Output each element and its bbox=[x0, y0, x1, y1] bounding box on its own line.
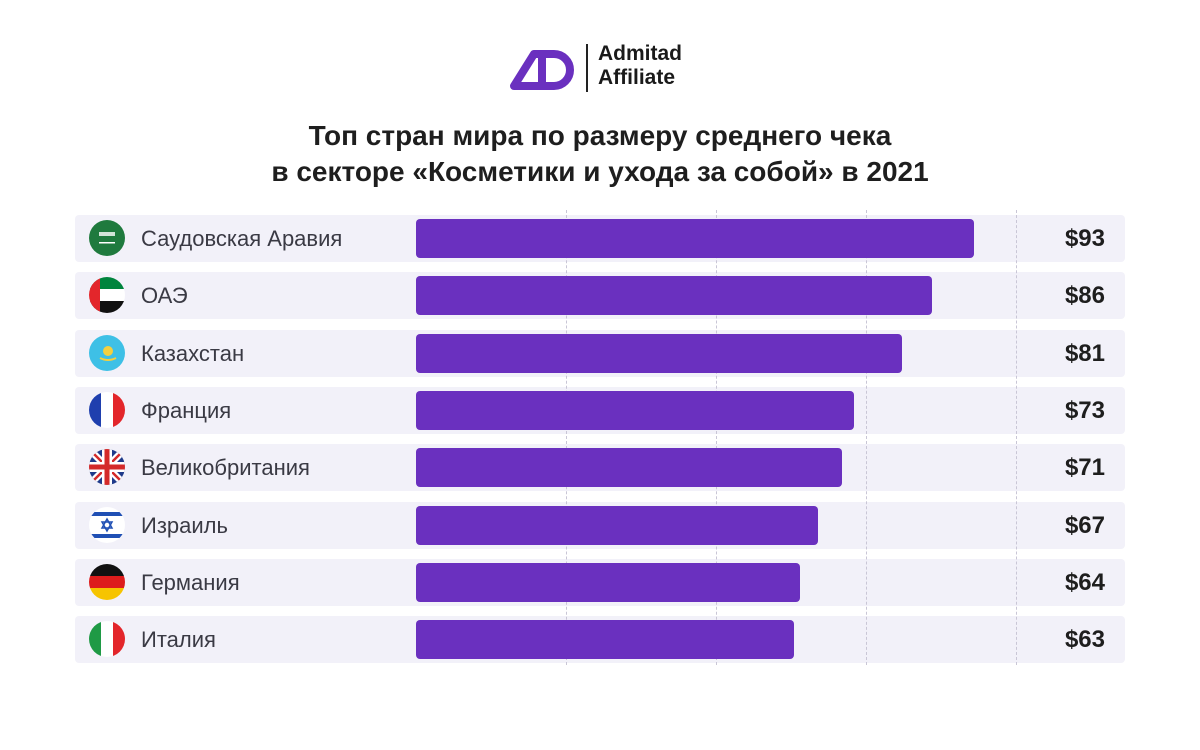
germany-flag-icon bbox=[89, 563, 125, 600]
chart-title: Топ стран мира по размеру среднего чека … bbox=[0, 118, 1200, 190]
bar bbox=[416, 219, 974, 258]
chart-row: Великобритания $71 bbox=[75, 444, 1125, 492]
chart-row: Израиль $67 bbox=[75, 501, 1125, 549]
logo-divider bbox=[586, 44, 588, 92]
category-label: ОАЭ bbox=[141, 283, 188, 309]
category-label: Германия bbox=[141, 569, 240, 595]
chart-row: Франция $73 bbox=[75, 386, 1125, 434]
chart-row: Германия $64 bbox=[75, 558, 1125, 606]
logo-line1: Admitad bbox=[598, 42, 682, 65]
bar bbox=[416, 505, 818, 545]
value-label: $86 bbox=[1064, 282, 1105, 310]
bar bbox=[416, 620, 794, 660]
bar bbox=[416, 333, 902, 373]
chart-row: Италия $63 bbox=[75, 616, 1125, 664]
bar bbox=[416, 390, 854, 430]
category-label: Казахстан bbox=[141, 340, 245, 366]
bar bbox=[416, 276, 932, 316]
gridline bbox=[866, 210, 867, 665]
value-label: $81 bbox=[1064, 339, 1105, 367]
admitad-logo-icon bbox=[510, 50, 574, 90]
value-label: $67 bbox=[1064, 511, 1105, 539]
title-line2: в секторе «Косметики и ухода за собой» в… bbox=[271, 156, 929, 187]
gridline bbox=[1016, 210, 1017, 665]
israel-flag-icon bbox=[89, 506, 125, 543]
value-label: $71 bbox=[1064, 454, 1105, 482]
value-label: $63 bbox=[1064, 626, 1105, 654]
category-label: Израиль bbox=[141, 512, 228, 538]
logo-line2: Affiliate bbox=[598, 66, 676, 89]
saudi-arabia-flag-icon bbox=[89, 220, 125, 256]
value-label: $73 bbox=[1064, 396, 1105, 424]
category-label: Франция bbox=[141, 397, 232, 423]
gridline bbox=[716, 210, 717, 665]
category-label: Италия bbox=[141, 627, 216, 653]
category-label: Саудовская Аравия bbox=[141, 226, 343, 251]
bar bbox=[416, 448, 842, 488]
logo: Admitad Affiliate bbox=[508, 42, 698, 94]
uk-flag-icon bbox=[89, 449, 125, 486]
chart-row: Казахстан $81 bbox=[75, 329, 1125, 377]
category-label: Великобритания bbox=[141, 455, 310, 481]
uae-flag-icon bbox=[89, 277, 125, 314]
bar bbox=[416, 562, 800, 602]
kazakhstan-flag-icon bbox=[89, 334, 125, 371]
chart-row: ОАЭ $86 bbox=[75, 272, 1125, 320]
france-flag-icon bbox=[89, 391, 125, 428]
gridline bbox=[566, 210, 567, 665]
italy-flag-icon bbox=[89, 621, 125, 658]
title-line1: Топ стран мира по размеру среднего чека bbox=[308, 120, 892, 151]
value-label: $64 bbox=[1064, 568, 1105, 596]
chart-row: Саудовская Аравия $93 bbox=[75, 215, 1125, 262]
value-label: $93 bbox=[1064, 225, 1105, 252]
